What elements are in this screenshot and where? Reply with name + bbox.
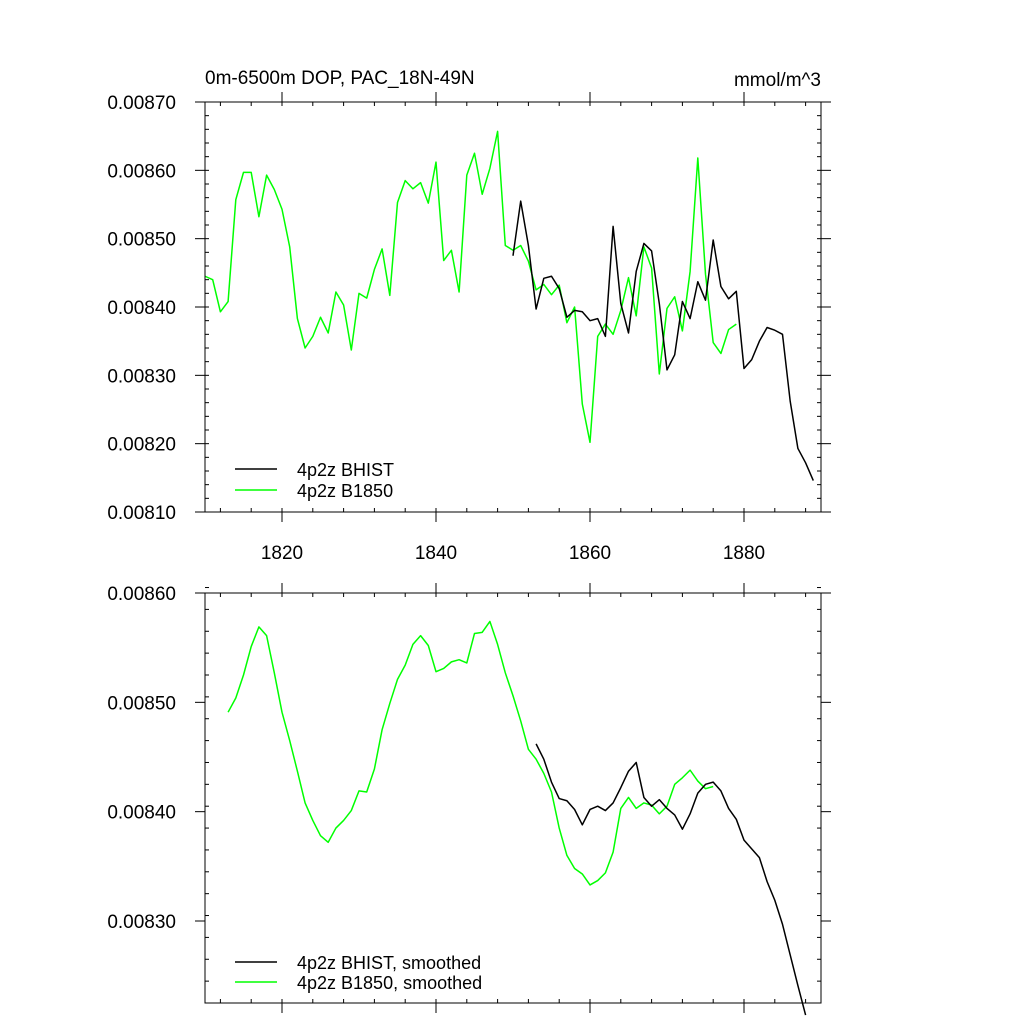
x-tick-label: 1840 bbox=[415, 543, 457, 564]
y-tick-label: 0.00860 bbox=[107, 584, 176, 605]
legend-label-b1850-smoothed: 4p2z B1850, smoothed bbox=[297, 973, 482, 993]
x-tick-label: 1880 bbox=[723, 543, 765, 564]
y-tick-labels: 0.00830 0.00840 0.00850 0.00860 bbox=[107, 584, 176, 933]
series-lines bbox=[204, 130, 814, 481]
series-line-4p2z-bhist bbox=[512, 200, 814, 481]
x-tick-label: 1820 bbox=[261, 543, 303, 564]
y-tick-label: 0.00830 bbox=[107, 912, 176, 933]
minor-ticks bbox=[205, 587, 821, 1004]
chart-title: 0m-6500m DOP, PAC_18N-49N bbox=[205, 68, 475, 89]
major-ticks bbox=[195, 92, 831, 522]
y-tick-label: 0.00860 bbox=[107, 161, 176, 182]
top-panel: 0m-6500m DOP, PAC_18N-49N mmol/m^3 0.008… bbox=[107, 68, 831, 564]
y-tick-labels: 0.00810 0.00820 0.00830 0.00840 0.00850 0.008… bbox=[107, 93, 176, 524]
y-tick-label: 0.00820 bbox=[107, 435, 176, 456]
y-tick-label: 0.00810 bbox=[107, 503, 176, 524]
major-ticks bbox=[195, 583, 831, 1013]
minor-ticks bbox=[205, 101, 821, 513]
y-tick-label: 0.00870 bbox=[107, 93, 176, 114]
y-tick-label: 0.00840 bbox=[107, 803, 176, 824]
legend: 4p2z BHIST, smoothed 4p2z B1850, smoothe… bbox=[235, 953, 482, 993]
legend-label-bhist-smoothed: 4p2z BHIST, smoothed bbox=[297, 953, 481, 973]
legend-label-b1850: 4p2z B1850 bbox=[297, 481, 393, 501]
y-tick-label: 0.00830 bbox=[107, 366, 176, 387]
legend: 4p2z BHIST 4p2z B1850 bbox=[235, 460, 394, 501]
bottom-panel: 0.00830 0.00840 0.00850 0.00860 4p2z BHIST,… bbox=[107, 583, 831, 1016]
y-tick-label: 0.00850 bbox=[107, 230, 176, 251]
series-lines bbox=[227, 620, 807, 1016]
series-line-4p2z-b1850-smoothed bbox=[227, 620, 714, 886]
units-label: mmol/m^3 bbox=[734, 70, 821, 91]
y-tick-label: 0.00850 bbox=[107, 693, 176, 714]
y-tick-label: 0.00840 bbox=[107, 298, 176, 319]
plot-frame bbox=[204, 592, 822, 1004]
plot-frame bbox=[204, 101, 822, 513]
legend-label-bhist: 4p2z BHIST bbox=[297, 460, 394, 480]
series-line-4p2z-b1850 bbox=[204, 130, 737, 444]
series-line-4p2z-bhist-smoothed bbox=[535, 743, 807, 1016]
x-tick-labels: 1820 1840 1860 1880 bbox=[261, 543, 765, 564]
x-tick-label: 1860 bbox=[569, 543, 611, 564]
